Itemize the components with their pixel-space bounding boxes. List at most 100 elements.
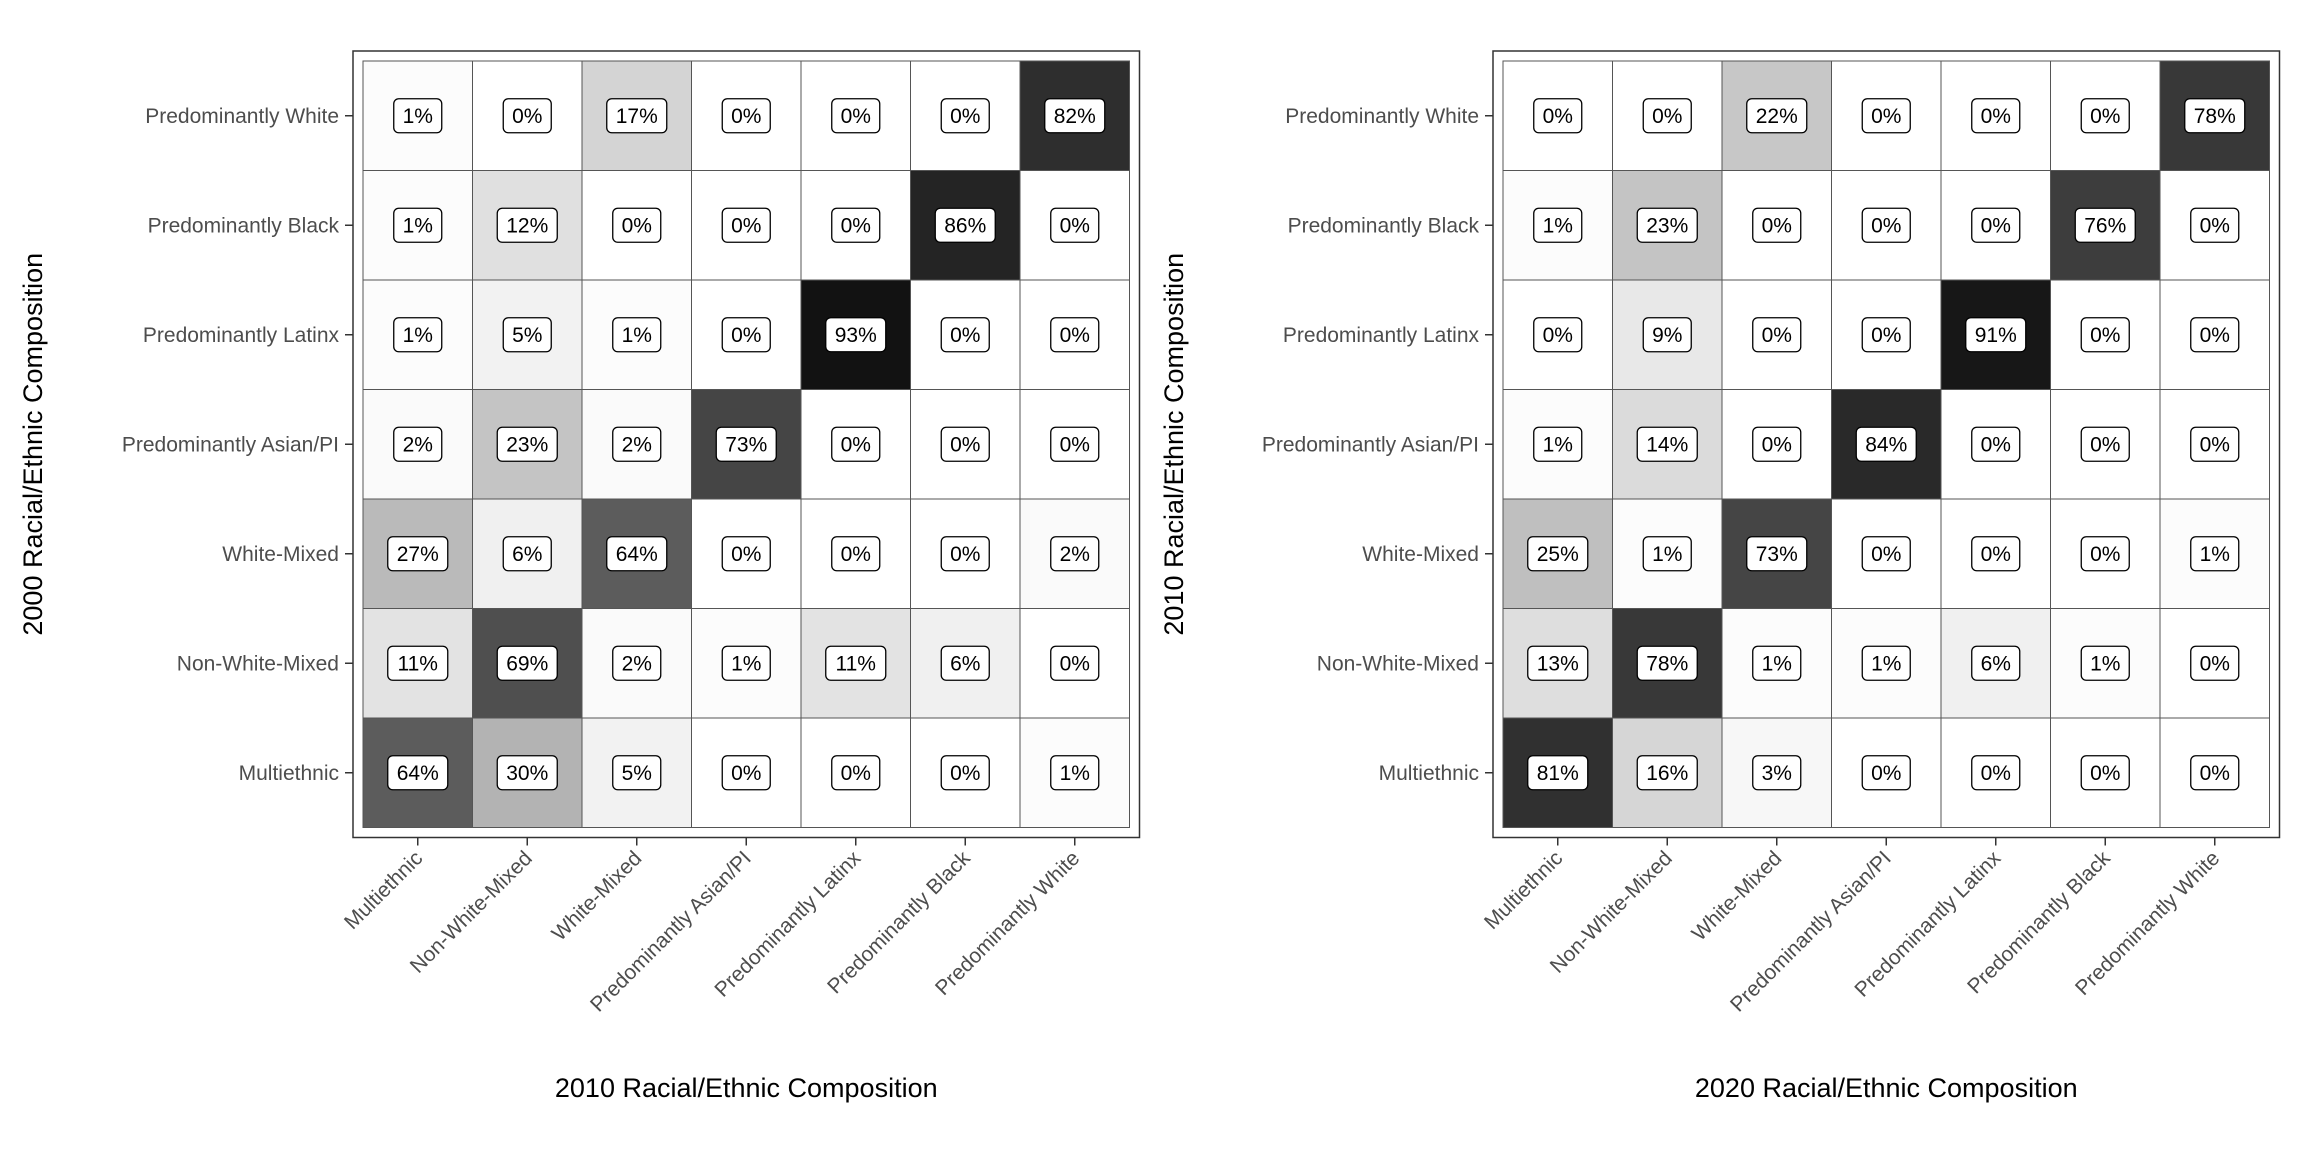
value-label-box [1971, 426, 2021, 462]
value-label: 27% [397, 543, 439, 566]
value-label-box [715, 426, 777, 462]
value-label-box [1642, 536, 1692, 572]
value-label: 0% [1652, 105, 1682, 128]
value-label-box [606, 536, 668, 572]
value-label: 69% [506, 652, 548, 675]
value-label: 0% [1762, 214, 1792, 237]
value-label: 0% [1871, 214, 1901, 237]
value-label: 30% [506, 762, 548, 785]
value-label-box [612, 426, 662, 462]
value-label: 93% [835, 324, 877, 347]
value-label: 5% [512, 324, 542, 347]
value-label: 23% [1646, 214, 1688, 237]
value-label: 1% [731, 652, 761, 675]
value-label-box [1642, 317, 1692, 353]
value-label-box [1746, 98, 1808, 134]
value-label-box [940, 755, 990, 791]
value-label-box [1971, 536, 2021, 572]
value-label: 0% [1981, 433, 2011, 456]
value-label-box [387, 645, 449, 681]
value-label: 0% [731, 324, 761, 347]
value-label-box [1861, 317, 1911, 353]
value-label-box [1861, 645, 1911, 681]
value-label-box [1965, 317, 2027, 353]
heatmap-cell [910, 170, 1021, 281]
value-label: 16% [1646, 762, 1688, 785]
value-label-box [831, 755, 881, 791]
value-label-box [393, 317, 443, 353]
value-label: 78% [1646, 652, 1688, 675]
value-label: 84% [1865, 433, 1907, 456]
x-tick-label-non-white-mixed: Non-White-Mixed [1546, 847, 1677, 978]
x-tick-label-multiethnic: Multiethnic [340, 847, 427, 934]
value-label: 0% [731, 214, 761, 237]
value-label: 91% [1975, 324, 2017, 347]
value-label: 13% [1537, 652, 1579, 675]
value-label-box [1050, 536, 1100, 572]
value-label-box [1861, 755, 1911, 791]
value-label: 0% [1762, 433, 1792, 456]
value-label-box [502, 98, 552, 134]
value-label: 0% [512, 105, 542, 128]
value-label: 0% [1871, 762, 1901, 785]
value-label-box [940, 317, 990, 353]
value-label: 1% [403, 324, 433, 347]
value-label: 0% [1060, 652, 1090, 675]
value-label: 14% [1646, 433, 1688, 456]
value-label-box [2074, 207, 2136, 243]
y-tick-label-multiethnic: Multiethnic [1379, 762, 1479, 785]
value-label-box [1861, 98, 1911, 134]
value-label: 25% [1537, 543, 1579, 566]
y-tick-label-non-white-mixed: Non-White-Mixed [177, 652, 339, 675]
y-tick-label-predominantly-latinx: Predominantly Latinx [143, 324, 340, 347]
y-tick-label-predominantly-black: Predominantly Black [148, 214, 340, 237]
value-label: 0% [1981, 762, 2011, 785]
value-label: 0% [1871, 543, 1901, 566]
value-label-box [1527, 645, 1589, 681]
value-label-box [1044, 98, 1106, 134]
value-label: 0% [841, 105, 871, 128]
value-label-box [1636, 645, 1698, 681]
value-label: 0% [2200, 324, 2230, 347]
y-tick-label-predominantly-asian-pi: Predominantly Asian/PI [122, 433, 339, 456]
value-label: 1% [1652, 543, 1682, 566]
value-label-box [1050, 645, 1100, 681]
value-label: 0% [2090, 324, 2120, 347]
value-label-box [825, 317, 887, 353]
value-label-box [1050, 426, 1100, 462]
y-tick-label-white-mixed: White-Mixed [1362, 543, 1479, 566]
value-label: 6% [950, 652, 980, 675]
value-label: 5% [622, 762, 652, 785]
value-label: 0% [731, 762, 761, 785]
y-tick-label-predominantly-black: Predominantly Black [1288, 214, 1480, 237]
value-label-box [1636, 755, 1698, 791]
value-label: 1% [403, 105, 433, 128]
value-label-box [393, 98, 443, 134]
value-label-box [721, 645, 771, 681]
value-label: 86% [944, 214, 986, 237]
y-tick-label-predominantly-white: Predominantly White [1285, 105, 1479, 128]
value-label-box [1971, 207, 2021, 243]
value-label-box [825, 645, 887, 681]
value-label-box [1533, 98, 1583, 134]
value-label-box [1855, 426, 1917, 462]
value-label: 0% [731, 543, 761, 566]
value-label: 11% [836, 652, 876, 675]
value-label: 1% [622, 324, 652, 347]
value-label-box [1971, 645, 2021, 681]
y-axis-title: 2000 Racial/Ethnic Composition [18, 253, 48, 636]
value-label: 0% [841, 214, 871, 237]
value-label: 2% [403, 433, 433, 456]
value-label: 0% [2090, 762, 2120, 785]
value-label-box [606, 98, 668, 134]
value-label: 0% [1981, 543, 2011, 566]
value-label: 0% [841, 543, 871, 566]
y-tick-label-predominantly-asian-pi: Predominantly Asian/PI [1262, 433, 1479, 456]
value-label-box [1636, 207, 1698, 243]
y-tick-label-multiethnic: Multiethnic [239, 762, 339, 785]
value-label: 1% [2090, 652, 2120, 675]
value-label: 0% [731, 105, 761, 128]
value-label-box [1050, 207, 1100, 243]
value-label: 3% [1762, 762, 1792, 785]
